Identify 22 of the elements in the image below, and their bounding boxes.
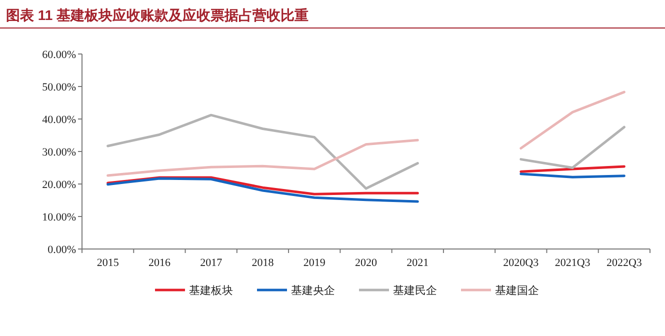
x-tick-label: 2017: [200, 257, 223, 269]
y-tick-label: 10.00%: [42, 212, 76, 224]
y-tick-label: 60.00%: [42, 49, 76, 61]
x-tick-label: 2022Q3: [606, 257, 642, 269]
legend-label: 基建国企: [495, 284, 539, 297]
x-tick-label: 2016: [148, 257, 171, 269]
chart-title: 图表 11 基建板块应收账款及应收票据占营收比重: [6, 7, 309, 23]
y-tick-label: 20.00%: [42, 179, 76, 191]
legend-label: 基建民企: [393, 284, 437, 297]
x-tick-label: 2018: [252, 257, 274, 269]
x-tick-label: 2020Q3: [503, 257, 540, 269]
y-tick-label: 50.00%: [42, 82, 76, 94]
x-tick-label: 2020: [355, 257, 378, 269]
legend-label: 基建央企: [291, 284, 335, 297]
x-tick-label: 2019: [303, 257, 326, 269]
x-tick-label: 2015: [96, 257, 120, 269]
legend-label: 基建板块: [189, 284, 233, 297]
x-tick-label: 2021Q3: [554, 257, 591, 269]
x-tick-label: 2021: [406, 257, 429, 269]
y-tick-label: 30.00%: [42, 146, 76, 158]
y-tick-label: 0.00%: [48, 244, 76, 256]
y-tick-label: 40.00%: [42, 114, 76, 126]
